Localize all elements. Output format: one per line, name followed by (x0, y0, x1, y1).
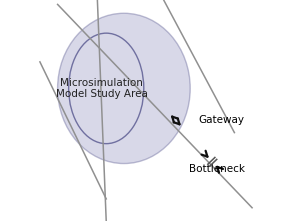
Text: Microsimulation
Model Study Area: Microsimulation Model Study Area (56, 78, 148, 99)
Text: Bottleneck: Bottleneck (189, 164, 245, 174)
Ellipse shape (58, 13, 190, 164)
Text: Gateway: Gateway (198, 115, 244, 126)
